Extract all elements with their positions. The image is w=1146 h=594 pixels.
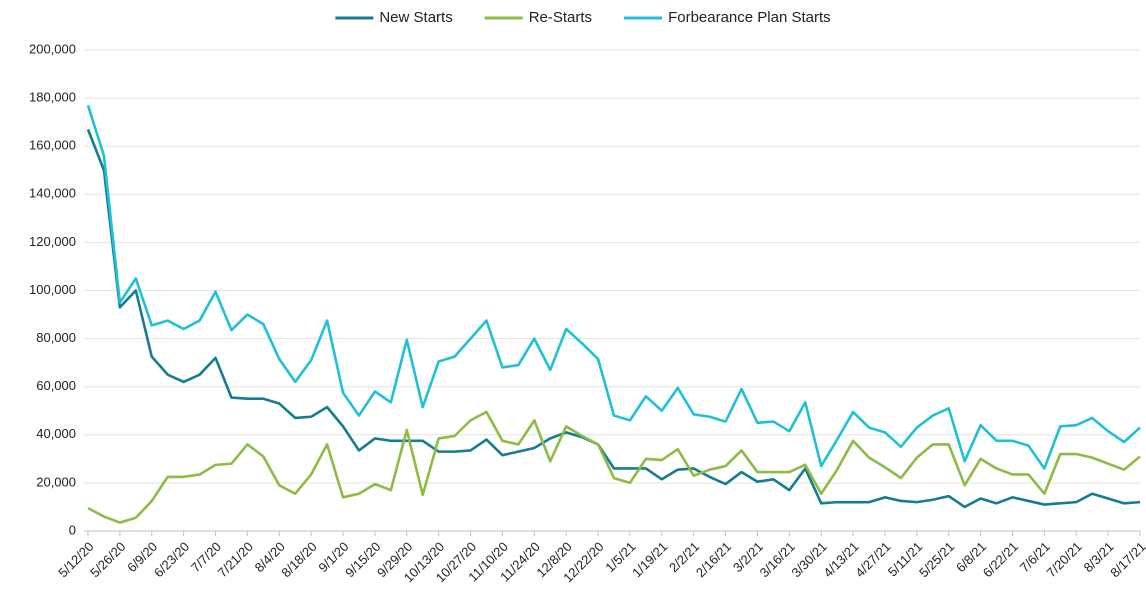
x-tick-label: 8/17/21 — [1107, 539, 1146, 580]
legend: New Starts Re-Starts Forbearance Plan Star… — [335, 9, 831, 26]
y-tick-label: 80,000 — [36, 330, 76, 345]
x-tick-label: 4/27/21 — [852, 539, 893, 580]
y-tick-label: 140,000 — [29, 186, 76, 201]
series-line — [86, 104, 1141, 470]
y-tick-label: 200,000 — [29, 41, 76, 56]
x-tick-label: 7/20/21 — [1044, 539, 1085, 580]
x-tick-label: 2/16/21 — [693, 539, 734, 580]
legend-label: Re-Starts — [529, 9, 592, 26]
x-tick-label: 6/22/21 — [980, 539, 1021, 580]
series-line — [86, 128, 1141, 509]
x-tick-label: 5/26/20 — [87, 539, 128, 580]
y-tick-label: 180,000 — [29, 90, 76, 105]
y-tick-label: 120,000 — [29, 234, 76, 249]
y-tick-label: 60,000 — [36, 378, 76, 393]
y-tick-label: 160,000 — [29, 138, 76, 153]
y-tick-label: 0 — [69, 522, 76, 537]
y-tick-label: 100,000 — [29, 282, 76, 297]
series-line — [87, 410, 1141, 524]
legend-label: New Starts — [379, 9, 452, 26]
x-tick-label: 6/23/20 — [151, 539, 192, 580]
y-tick-label: 20,000 — [36, 474, 76, 489]
x-tick-label: 8/18/20 — [278, 539, 319, 580]
x-tick-label: 5/25/21 — [916, 539, 957, 580]
x-tick-label: 7/21/20 — [215, 539, 256, 580]
x-tick-label: 1/19/21 — [629, 539, 670, 580]
y-tick-label: 40,000 — [36, 426, 76, 441]
legend-label: Forbearance Plan Starts — [668, 9, 831, 26]
